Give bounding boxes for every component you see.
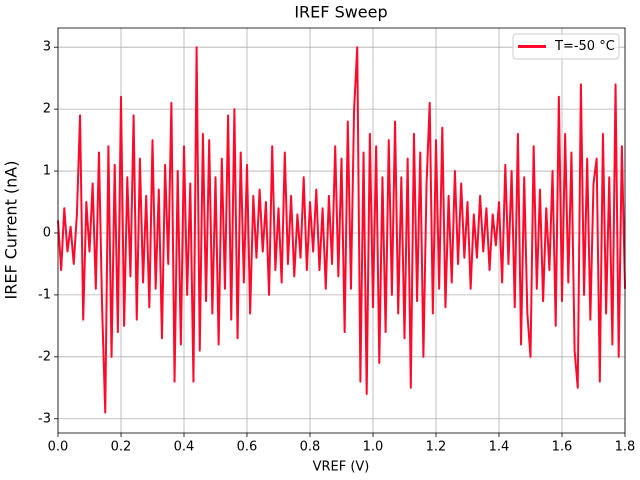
y-tick-label: 0 — [43, 225, 51, 240]
x-tick-label: 0.8 — [300, 440, 321, 455]
chart-title: IREF Sweep — [294, 3, 387, 22]
y-tick-label: 1 — [43, 164, 51, 179]
x-tick-label: 1.4 — [489, 440, 510, 455]
x-tick-label: 0.0 — [48, 440, 69, 455]
y-axis-label: IREF Current (nA) — [2, 161, 21, 300]
legend-label: T=-50 °C — [554, 39, 615, 54]
x-tick-label: 1.2 — [426, 440, 447, 455]
y-tick-label: -1 — [38, 287, 51, 302]
y-tick-label: -2 — [38, 349, 51, 364]
x-axis-label: VREF (V) — [313, 460, 370, 475]
plot-frame — [57, 27, 626, 434]
y-tick-label: 2 — [43, 102, 51, 117]
x-tick-label: 1.6 — [552, 440, 573, 455]
x-tick-label: 0.2 — [111, 440, 132, 455]
legend-box — [512, 33, 620, 60]
y-tick-label: 3 — [43, 40, 51, 55]
x-tick-label: 1.8 — [615, 440, 636, 455]
x-tick-label: 1.0 — [363, 440, 384, 455]
data-line — [57, 46, 626, 414]
y-tick-label: -3 — [38, 411, 51, 426]
x-tick-label: 0.6 — [237, 440, 258, 455]
x-tick-label: 0.4 — [174, 440, 195, 455]
